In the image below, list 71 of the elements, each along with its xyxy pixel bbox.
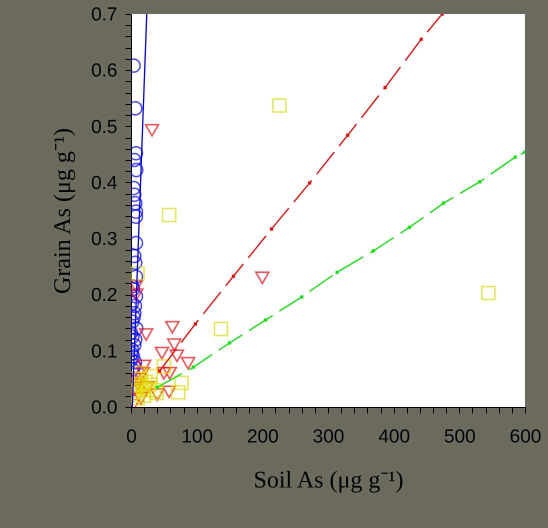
point [162,208,176,222]
point [514,156,517,159]
point [131,204,144,219]
point [372,249,375,253]
point [142,377,157,392]
point [171,385,186,400]
point [480,286,496,300]
point [156,366,172,380]
point [336,270,339,274]
point [420,38,423,41]
x-axis-title: Soil As (μg g⁻¹) [253,468,404,494]
x-tick-label: 200 [246,426,279,448]
point [408,226,412,229]
x-tick-label: 300 [312,426,344,448]
point [264,318,268,322]
point [192,366,195,369]
y-axis-title: Grain As (μg g⁻¹) [50,128,76,294]
x-tick-label: 100 [181,426,214,448]
point [272,98,287,113]
point [442,202,446,205]
point [136,360,152,372]
point [167,338,182,352]
y-tick-label: 0.7 [91,4,118,26]
point [174,376,189,390]
point [156,386,159,389]
point [308,181,312,185]
point [131,391,145,406]
point [146,382,162,398]
point [132,366,148,381]
point [170,350,184,362]
point [136,366,150,380]
point [478,180,482,184]
y-tick-label: 0.0 [91,398,118,418]
point [131,209,144,224]
point [136,388,152,404]
point [154,346,170,360]
point [384,86,387,90]
point [144,124,160,137]
point [270,227,274,231]
x-tick-label: 400 [378,426,410,448]
point [156,359,172,374]
point [232,274,236,278]
y-tick-label: 0.3 [91,229,118,250]
point [228,341,232,345]
point [180,356,196,370]
x-tick-label: 600 [510,426,542,448]
point [140,382,155,398]
point [131,236,144,250]
point [165,320,180,334]
point [143,368,158,384]
point [214,322,228,336]
y-tick-label: 0.4 [91,172,118,194]
point [138,374,153,390]
point [131,269,144,284]
x-tick-label: 500 [444,426,476,448]
point [138,328,154,341]
point [346,134,350,137]
point [255,271,270,284]
y-tick-label: 0.6 [91,60,118,82]
y-tick-label: 0.1 [91,341,118,362]
point [131,146,144,160]
point [162,366,178,380]
point [162,385,176,398]
y-tick-label: 0.5 [91,116,118,138]
point [131,266,145,281]
x-tick-label: 0 [126,426,137,448]
point [300,295,304,299]
point [136,380,150,395]
point [158,369,162,373]
y-tick-label: 0.2 [91,285,118,306]
point [194,322,197,326]
